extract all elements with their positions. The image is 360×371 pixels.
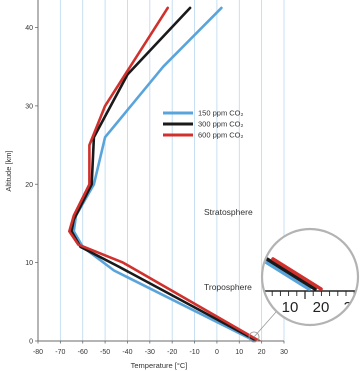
x-tick-label: -20 xyxy=(167,349,177,356)
y-tick-label: 0 xyxy=(29,339,33,346)
inset-pointer-line xyxy=(253,311,277,338)
inset-tick-label: 20 xyxy=(313,299,330,316)
inset-series-line xyxy=(262,257,311,291)
x-tick-label: 20 xyxy=(258,349,266,356)
series-line-3 xyxy=(68,6,261,341)
legend-label: 300 ppm CO₂ xyxy=(198,120,244,129)
x-tick-label: -60 xyxy=(78,349,88,356)
x-tick-label: -80 xyxy=(33,349,43,356)
inset-series-line xyxy=(265,257,317,291)
troposphere-label: Troposphere xyxy=(204,282,252,292)
x-tick-label: 0 xyxy=(215,349,219,356)
x-tick-label: -40 xyxy=(122,349,132,356)
legend-label: 150 ppm CO₂ xyxy=(198,109,244,118)
y-tick-label: 10 xyxy=(25,260,33,267)
x-tick-label: -30 xyxy=(145,349,155,356)
legend: 150 ppm CO₂ 300 ppm CO₂ 600 ppm CO₂ xyxy=(163,109,244,140)
inset-series-line xyxy=(271,257,323,291)
x-tick-label: -70 xyxy=(55,349,65,356)
zoom-inset: 10 20 30 xyxy=(260,227,360,327)
series-lines xyxy=(68,6,261,341)
inset-pointer-circle xyxy=(248,331,260,343)
tick-labels: -80 -70 -60 -50 -40 -30 -20 -10 0 10 20 30 0 10 20 30 40 xyxy=(25,25,288,356)
stratosphere-label: Stratosphere xyxy=(204,207,253,217)
legend-label: 600 ppm CO₂ xyxy=(198,131,244,140)
x-axis-title: Temperature [°C] xyxy=(131,361,188,370)
inset-tick-label: 10 xyxy=(282,299,299,316)
x-tick-label: 30 xyxy=(280,349,288,356)
y-axis-title: Altitude [km] xyxy=(4,150,13,191)
x-tick-label: -10 xyxy=(189,349,199,356)
y-tick-label: 20 xyxy=(25,182,33,189)
y-tick-label: 30 xyxy=(25,103,33,110)
axes xyxy=(37,0,284,342)
x-tick-label: -50 xyxy=(100,349,110,356)
x-tick-label: 10 xyxy=(235,349,243,356)
y-tick-label: 40 xyxy=(25,25,33,32)
